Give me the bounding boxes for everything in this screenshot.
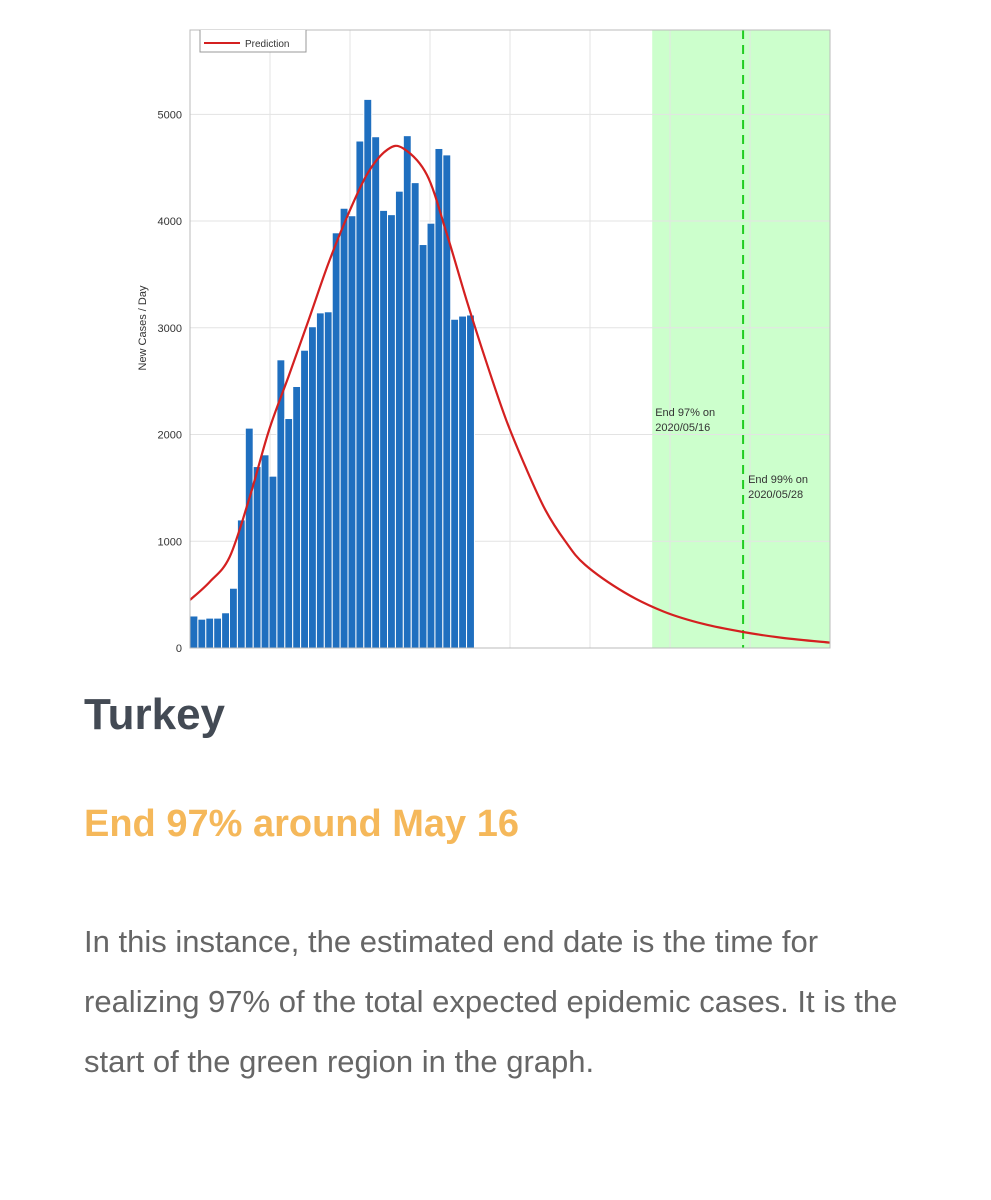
bar xyxy=(347,215,357,649)
bar xyxy=(308,326,317,649)
article-body: In this instance, the estimated end date… xyxy=(84,924,898,1079)
plot-frame xyxy=(189,29,831,649)
bar xyxy=(284,418,294,649)
bar xyxy=(379,209,389,649)
bar xyxy=(315,312,325,649)
bar xyxy=(268,475,278,649)
bar xyxy=(418,244,428,649)
bar xyxy=(252,466,262,649)
annotation: 2020/05/28 xyxy=(748,489,803,501)
article-subtitle: End 97% around May 16 xyxy=(84,803,520,845)
bar xyxy=(450,318,460,649)
bar xyxy=(442,154,452,649)
bar xyxy=(229,587,238,649)
bar xyxy=(244,427,254,649)
y-tick-label: 5000 xyxy=(158,109,182,121)
annotation: End 97% on xyxy=(655,407,715,419)
article-title: Turkey xyxy=(84,690,226,739)
bar xyxy=(300,349,310,649)
bar xyxy=(363,98,373,649)
bar xyxy=(426,222,436,649)
bar xyxy=(236,519,246,649)
bar xyxy=(387,214,396,649)
bar xyxy=(339,207,349,649)
bar xyxy=(466,314,475,649)
bar xyxy=(434,147,444,649)
prediction-line xyxy=(190,144,830,644)
bar xyxy=(371,136,381,649)
bar xyxy=(292,385,302,649)
y-tick-label: 4000 xyxy=(158,216,182,228)
legend: Actual Prediction xyxy=(199,22,307,53)
y-tick-label: 1000 xyxy=(158,536,182,548)
bar xyxy=(190,615,199,649)
y-axis-label: New Cases / Day xyxy=(137,285,149,370)
legend-label: Actual xyxy=(245,22,273,33)
plot-area xyxy=(190,30,830,649)
bar xyxy=(323,311,333,649)
bar xyxy=(410,182,420,649)
bar xyxy=(205,617,215,649)
y-tick-label: 0 xyxy=(176,643,182,655)
annotation: 2020/05/16 xyxy=(655,422,710,434)
bar xyxy=(221,612,231,649)
bar xyxy=(213,617,223,649)
legend-label: Prediction xyxy=(245,39,289,50)
shaded-region xyxy=(652,30,830,648)
bar xyxy=(260,454,270,649)
y-tick-label: 2000 xyxy=(158,430,182,442)
bar xyxy=(458,315,468,649)
y-tick-label: 3000 xyxy=(158,323,182,335)
chart: New Cases / Day 0 1000 2000 3000 4000 5000 End… xyxy=(137,22,831,655)
bar xyxy=(355,140,365,649)
legend-box xyxy=(199,30,307,53)
bar xyxy=(394,190,404,649)
bar xyxy=(197,618,207,649)
annotation: End 99% on xyxy=(748,474,808,486)
bar xyxy=(402,135,412,649)
bar xyxy=(331,232,341,649)
